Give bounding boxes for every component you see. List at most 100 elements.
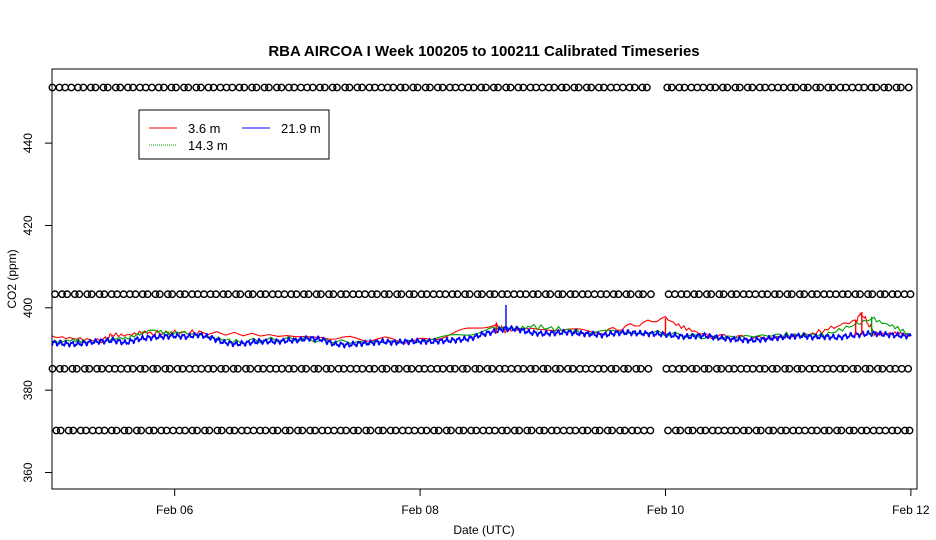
marker-point bbox=[892, 83, 901, 92]
marker-point bbox=[646, 426, 655, 435]
marker-point bbox=[277, 83, 286, 92]
marker-point bbox=[731, 83, 740, 92]
marker-point bbox=[481, 83, 490, 92]
marker-point bbox=[167, 83, 176, 92]
marker-point bbox=[876, 290, 885, 299]
marker-point bbox=[712, 364, 721, 373]
marker-point bbox=[769, 426, 778, 435]
marker-point bbox=[155, 290, 164, 299]
marker-point bbox=[789, 426, 797, 435]
marker-point bbox=[353, 83, 362, 92]
marker-point bbox=[805, 364, 814, 373]
marker-point bbox=[787, 290, 796, 299]
legend: 3.6 m 21.9 m 14.3 m bbox=[138, 109, 330, 160]
marker-point bbox=[680, 364, 689, 373]
marker-point bbox=[816, 83, 825, 92]
marker-point bbox=[442, 426, 451, 435]
marker-point bbox=[515, 426, 524, 435]
x-axis: Feb 06 Feb 08 Feb 10 Feb 12 bbox=[156, 489, 930, 517]
marker-point bbox=[562, 83, 571, 92]
marker-point bbox=[327, 364, 335, 373]
marker-point bbox=[557, 83, 566, 92]
marker-point bbox=[564, 364, 572, 373]
marker-point bbox=[600, 364, 608, 373]
marker-point bbox=[298, 426, 307, 435]
marker-point bbox=[365, 83, 374, 92]
marker-point bbox=[458, 364, 467, 373]
marker-point bbox=[69, 426, 78, 435]
y-tick-label: 420 bbox=[21, 215, 35, 235]
marker-point bbox=[396, 83, 405, 92]
marker-point bbox=[107, 290, 116, 299]
marker-point bbox=[244, 290, 253, 299]
marker-point bbox=[79, 83, 88, 92]
marker-point bbox=[312, 290, 321, 299]
marker-point bbox=[334, 364, 343, 373]
y-tick-label: 400 bbox=[21, 297, 35, 317]
marker-point bbox=[193, 426, 202, 435]
marker-point bbox=[634, 290, 643, 299]
marker-point bbox=[853, 364, 862, 373]
marker-point bbox=[836, 83, 845, 92]
marker-point bbox=[861, 364, 870, 373]
marker-point bbox=[314, 364, 323, 373]
marker-point bbox=[184, 83, 193, 92]
marker-point bbox=[260, 83, 269, 92]
marker-point bbox=[405, 290, 414, 299]
marker-point bbox=[75, 290, 84, 299]
marker-point bbox=[409, 83, 418, 92]
marker-point bbox=[551, 364, 560, 373]
marker-point bbox=[820, 426, 829, 435]
marker-point bbox=[433, 364, 442, 373]
marker-point bbox=[91, 83, 100, 92]
y-tick-label: 380 bbox=[21, 380, 35, 400]
marker-point bbox=[389, 83, 398, 92]
marker-point bbox=[495, 364, 504, 373]
marker-point bbox=[758, 290, 766, 299]
marker-point bbox=[692, 364, 701, 373]
marker-point bbox=[708, 426, 717, 435]
marker-point bbox=[311, 426, 319, 435]
marker-point bbox=[467, 426, 475, 435]
marker-point bbox=[336, 426, 345, 435]
marker-point bbox=[256, 290, 265, 299]
marker-point bbox=[856, 290, 864, 299]
marker-point bbox=[506, 83, 515, 92]
marker-point bbox=[204, 83, 213, 92]
marker-point bbox=[872, 83, 881, 92]
marker-point bbox=[799, 83, 808, 92]
marker-point bbox=[303, 83, 311, 92]
marker-point bbox=[302, 364, 310, 373]
marker-point bbox=[478, 290, 486, 299]
marker-point bbox=[881, 290, 889, 299]
marker-point bbox=[494, 83, 502, 92]
marker-point bbox=[873, 364, 882, 373]
marker-point bbox=[421, 83, 430, 92]
x-tick-label: Feb 10 bbox=[647, 503, 685, 517]
marker-point bbox=[72, 364, 81, 373]
marker-point bbox=[373, 290, 381, 299]
marker-point bbox=[157, 426, 166, 435]
marker-point bbox=[700, 364, 709, 373]
marker-point bbox=[196, 83, 205, 92]
marker-point bbox=[433, 83, 442, 92]
marker-point bbox=[744, 426, 753, 435]
marker-point bbox=[534, 290, 542, 299]
marker-point bbox=[636, 364, 645, 373]
marker-point bbox=[609, 290, 618, 299]
marker-point bbox=[132, 426, 141, 435]
marker-point bbox=[510, 426, 519, 435]
marker-point bbox=[715, 290, 724, 299]
marker-point bbox=[173, 364, 182, 373]
marker-point bbox=[630, 83, 639, 92]
marker-point bbox=[378, 364, 386, 373]
marker-point bbox=[261, 426, 270, 435]
marker-point bbox=[904, 364, 913, 373]
marker-point bbox=[349, 426, 358, 435]
marker-point bbox=[739, 290, 748, 299]
chart-title: RBA AIRCOA I Week 100205 to 100211 Calib… bbox=[268, 43, 699, 60]
marker-point bbox=[844, 290, 852, 299]
marker-point bbox=[379, 426, 387, 435]
marker-point bbox=[867, 83, 876, 92]
